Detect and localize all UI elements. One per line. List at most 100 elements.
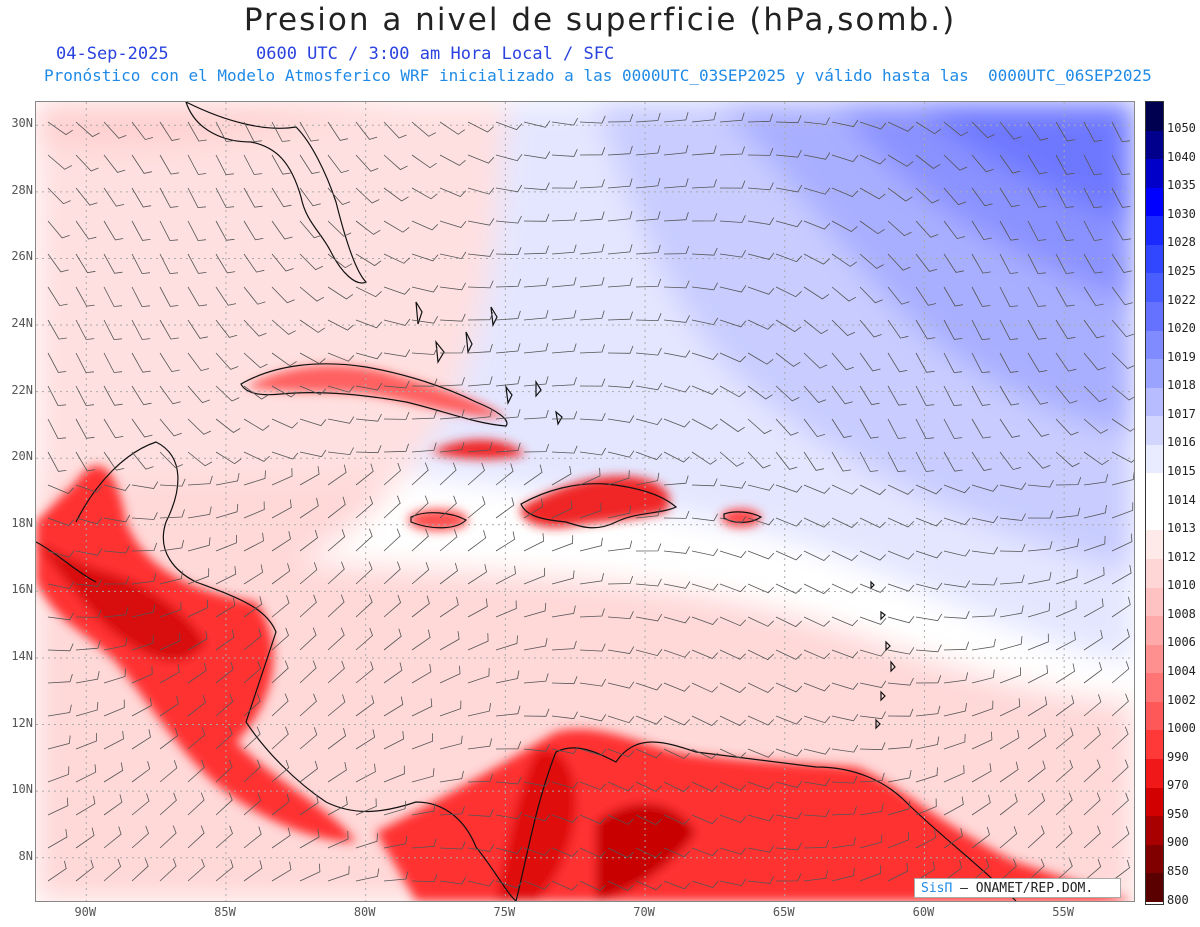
wind-barb (243, 154, 263, 175)
wind-barb (47, 797, 69, 816)
wind-barb (775, 149, 802, 158)
wind-barb (579, 179, 605, 189)
wind-barb (999, 667, 1021, 684)
wind-barb (999, 154, 1021, 174)
wind-barb (103, 794, 123, 816)
wind-barb (187, 694, 206, 717)
wind-barb (831, 119, 859, 128)
wind-barb (719, 250, 747, 258)
colorbar-segment (1146, 616, 1163, 645)
wind-barb (271, 418, 299, 429)
wind-barb (327, 627, 345, 651)
wind-barb (1083, 598, 1104, 618)
wind-barb (551, 117, 579, 126)
lon-label: 60W (912, 905, 935, 919)
wind-barb (663, 350, 691, 358)
lat-label: 18N (11, 515, 33, 530)
wind-barb (1111, 451, 1134, 463)
wind-barb (775, 649, 802, 660)
wind-barb (327, 561, 345, 585)
wind-barb (383, 871, 409, 882)
wind-barb (187, 537, 211, 552)
wind-barb (775, 184, 803, 193)
credit-box: SisΠ – ONAMET/REP.DOM. (914, 878, 1121, 898)
wind-barb (691, 478, 718, 487)
wind-barb (243, 319, 267, 337)
wind-barb (523, 376, 549, 387)
wind-barb (775, 319, 802, 333)
wind-barb (159, 385, 181, 405)
wind-barb (607, 814, 634, 825)
wind-barb (355, 833, 378, 849)
wind-barb (159, 632, 181, 651)
chart-title: Presion a nivel de superficie (hPa,somb.… (243, 2, 957, 38)
wind-barb (411, 768, 435, 783)
wind-barb (47, 704, 72, 717)
wind-barb (131, 187, 152, 208)
wind-barb (943, 859, 963, 882)
wind-barb (75, 609, 102, 618)
wind-barb (803, 152, 831, 160)
wind-barb (1083, 121, 1103, 142)
wind-barb (691, 616, 719, 625)
wind-barb (551, 500, 573, 519)
wind-barb (719, 180, 746, 189)
wind-barb (747, 616, 774, 627)
wind-barb (915, 613, 943, 622)
wind-barb (1083, 286, 1104, 307)
colorbar-label: 1010 (1167, 578, 1196, 593)
wind-barb (467, 376, 493, 387)
wind-barb (411, 253, 439, 262)
wind-barb (607, 178, 633, 189)
wind-barb (159, 121, 180, 141)
wind-barb (1111, 385, 1134, 401)
wind-barb (1111, 792, 1129, 816)
wind-barb (719, 748, 746, 759)
wind-barb (47, 860, 67, 882)
wind-barb (411, 442, 437, 453)
wind-barb (495, 343, 521, 354)
wind-barb (411, 220, 439, 231)
wind-barb (1027, 825, 1045, 849)
wind-barb (971, 220, 992, 241)
wind-barb (103, 451, 125, 471)
wind-barb (1055, 631, 1076, 651)
wind-barb (467, 667, 490, 684)
wind-barb (131, 253, 151, 275)
colorbar-segment (1146, 102, 1163, 131)
wind-barb (131, 793, 150, 816)
wind-barb (747, 649, 774, 661)
colorbar-label: 1004 (1167, 664, 1196, 678)
wind-barb (1111, 418, 1134, 432)
wind-barb (691, 880, 719, 888)
wind-barb (803, 220, 831, 230)
wind-barb (635, 648, 663, 657)
wind-barb (747, 483, 775, 491)
wind-barb (1111, 726, 1129, 750)
wind-barb (607, 345, 634, 354)
wind-barb (383, 380, 410, 389)
wind-barb (859, 451, 879, 472)
wind-barb (215, 597, 236, 618)
wind-barb (579, 678, 607, 687)
wind-barb (691, 682, 718, 693)
wind-barb (719, 878, 747, 887)
wind-barb (551, 605, 576, 618)
wind-barb (1111, 253, 1132, 273)
wind-barb (803, 616, 830, 627)
wind-barb (327, 352, 355, 362)
wind-barb (103, 352, 123, 373)
wind-barb (691, 451, 718, 465)
wind-barb (607, 311, 633, 321)
wind-barb (831, 867, 855, 882)
wind-barb (551, 411, 578, 420)
wind-barb (607, 681, 635, 689)
wind-barb (187, 220, 207, 242)
wind-barb (355, 220, 381, 235)
wind-barb (467, 496, 486, 519)
wind-barb (859, 484, 886, 496)
wind-barb (831, 583, 858, 594)
wind-barb (383, 220, 410, 233)
wind-barb (831, 385, 853, 405)
wind-barb (383, 765, 405, 783)
